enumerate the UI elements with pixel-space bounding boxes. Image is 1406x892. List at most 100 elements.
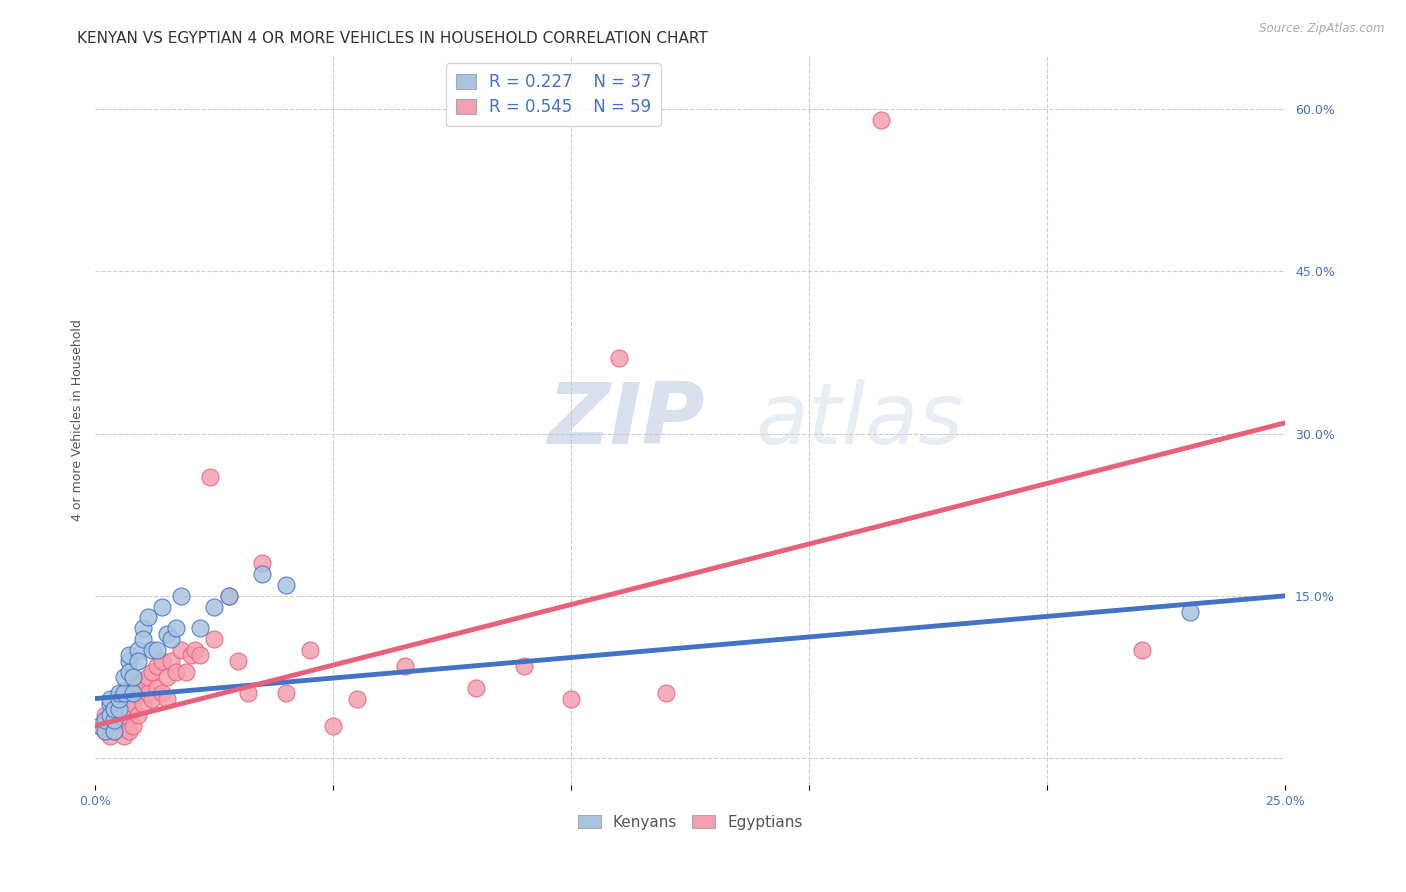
Point <box>103 702 125 716</box>
Point <box>188 648 211 663</box>
Point <box>118 681 141 695</box>
Point <box>112 686 135 700</box>
Point <box>394 659 416 673</box>
Point <box>127 643 149 657</box>
Point <box>118 724 141 739</box>
Point <box>1132 643 1154 657</box>
Point <box>122 670 145 684</box>
Point <box>560 691 582 706</box>
Point <box>118 654 141 668</box>
Point <box>250 557 273 571</box>
Point <box>512 659 534 673</box>
Point <box>607 351 630 365</box>
Point <box>274 578 297 592</box>
Point <box>150 599 173 614</box>
Point <box>141 691 163 706</box>
Y-axis label: 4 or more Vehicles in Household: 4 or more Vehicles in Household <box>72 319 84 521</box>
Point <box>218 589 240 603</box>
Point <box>141 643 163 657</box>
Point <box>132 675 155 690</box>
Point <box>98 730 121 744</box>
Point <box>136 610 159 624</box>
Point <box>226 654 249 668</box>
Point <box>122 686 145 700</box>
Point <box>150 686 173 700</box>
Point <box>94 724 117 739</box>
Point <box>89 718 111 732</box>
Point <box>156 670 179 684</box>
Point <box>108 713 131 727</box>
Point <box>98 691 121 706</box>
Point <box>112 670 135 684</box>
Point <box>103 724 125 739</box>
Point <box>188 621 211 635</box>
Point <box>184 643 207 657</box>
Point <box>118 702 141 716</box>
Point <box>98 707 121 722</box>
Point <box>122 675 145 690</box>
Point <box>156 691 179 706</box>
Point <box>165 621 187 635</box>
Text: Source: ZipAtlas.com: Source: ZipAtlas.com <box>1260 22 1385 36</box>
Point <box>250 567 273 582</box>
Point <box>94 707 117 722</box>
Point <box>198 470 221 484</box>
Point <box>346 691 368 706</box>
Point <box>655 686 678 700</box>
Point <box>108 686 131 700</box>
Point <box>136 686 159 700</box>
Point <box>127 686 149 700</box>
Point <box>202 599 225 614</box>
Point <box>122 697 145 711</box>
Point <box>98 713 121 727</box>
Point <box>322 718 344 732</box>
Point <box>218 589 240 603</box>
Point <box>94 724 117 739</box>
Text: ZIP: ZIP <box>547 378 704 462</box>
Point <box>160 654 183 668</box>
Point <box>94 713 117 727</box>
Point <box>180 648 202 663</box>
Point <box>89 718 111 732</box>
Legend: Kenyans, Egyptians: Kenyans, Egyptians <box>571 808 808 836</box>
Point <box>108 691 131 706</box>
Point <box>298 643 321 657</box>
Point <box>132 697 155 711</box>
Point <box>156 626 179 640</box>
Point <box>146 643 169 657</box>
Point <box>103 697 125 711</box>
Point <box>869 113 891 128</box>
Point <box>170 643 193 657</box>
Point <box>118 648 141 663</box>
Point <box>170 589 193 603</box>
Point <box>160 632 183 646</box>
Point <box>108 691 131 706</box>
Point <box>103 713 125 727</box>
Point <box>146 659 169 673</box>
Text: KENYAN VS EGYPTIAN 4 OR MORE VEHICLES IN HOUSEHOLD CORRELATION CHART: KENYAN VS EGYPTIAN 4 OR MORE VEHICLES IN… <box>77 31 709 46</box>
Point <box>165 665 187 679</box>
Point <box>150 654 173 668</box>
Point <box>132 621 155 635</box>
Point <box>465 681 488 695</box>
Point <box>122 718 145 732</box>
Point <box>103 724 125 739</box>
Point <box>112 707 135 722</box>
Point <box>132 632 155 646</box>
Point <box>236 686 259 700</box>
Point <box>136 670 159 684</box>
Point <box>112 730 135 744</box>
Point <box>118 665 141 679</box>
Point <box>274 686 297 700</box>
Point <box>112 686 135 700</box>
Point <box>127 707 149 722</box>
Point <box>202 632 225 646</box>
Point <box>146 681 169 695</box>
Point <box>103 702 125 716</box>
Point <box>108 702 131 716</box>
Point <box>174 665 197 679</box>
Point <box>98 697 121 711</box>
Point <box>1178 605 1201 619</box>
Point <box>141 665 163 679</box>
Text: atlas: atlas <box>755 378 963 462</box>
